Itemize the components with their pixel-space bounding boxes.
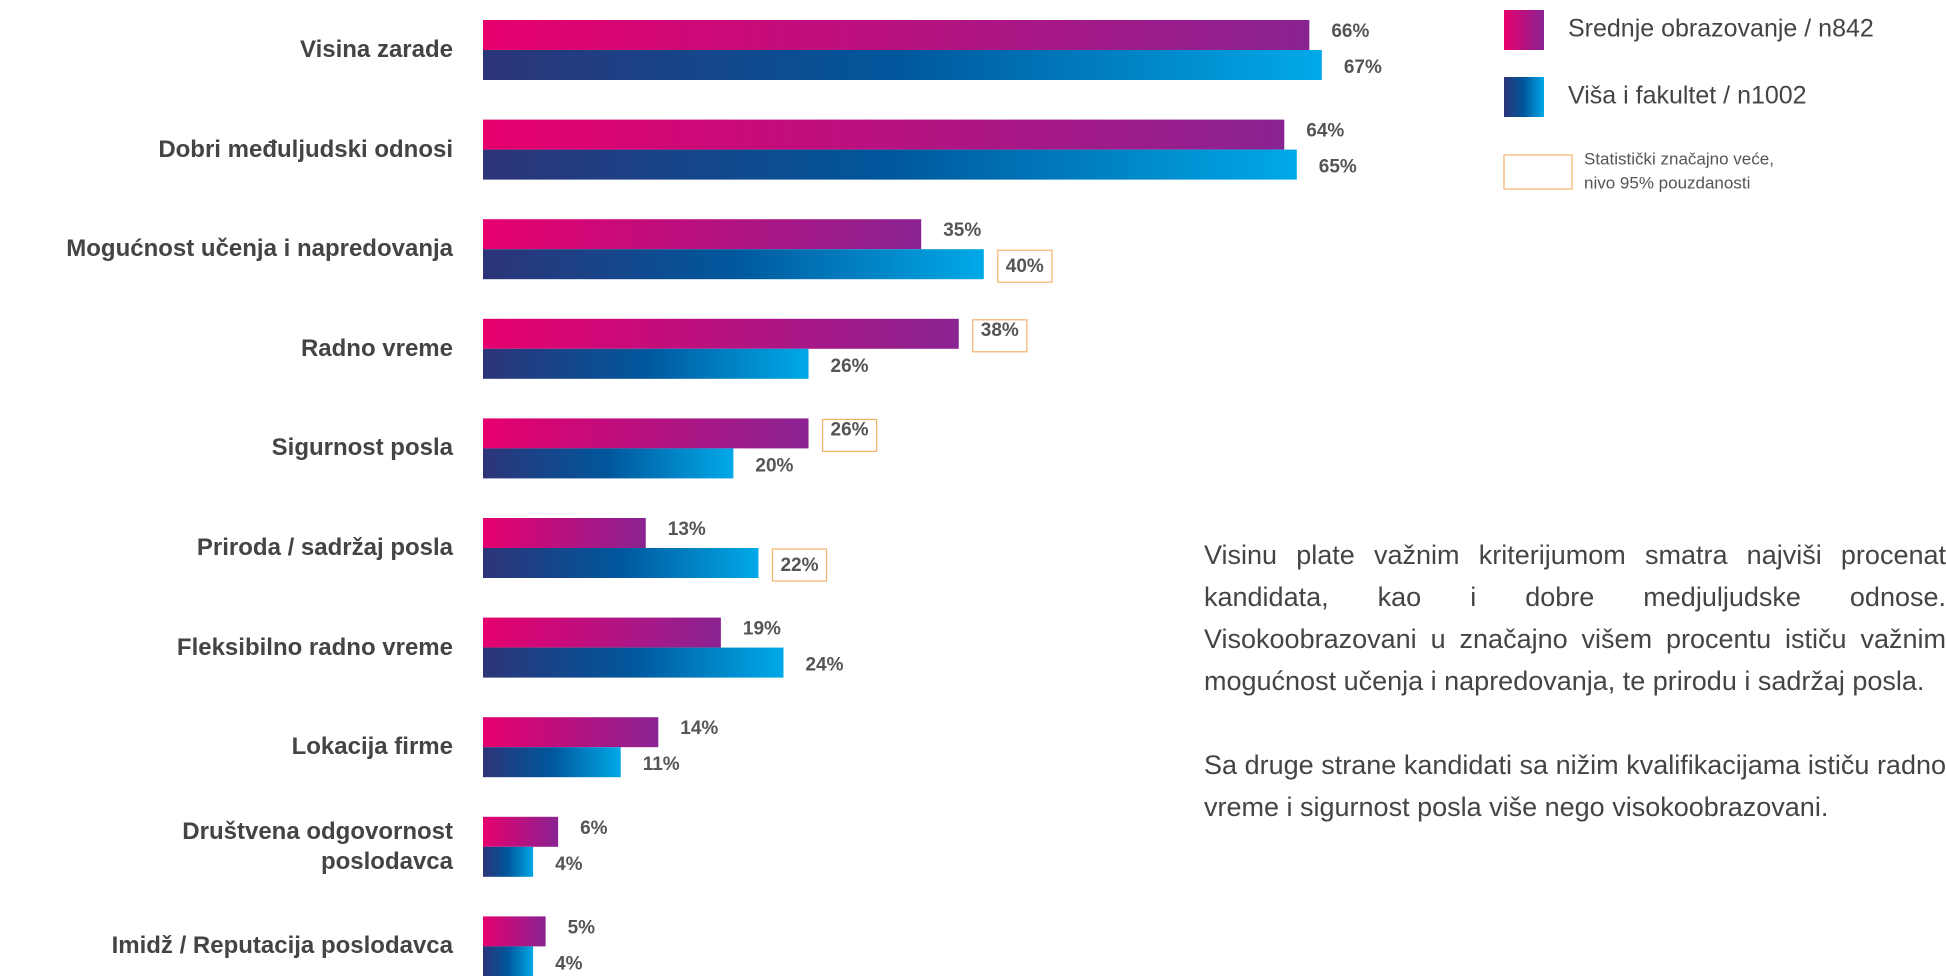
value-label: 22% [780, 555, 818, 576]
value-label: 64% [1306, 121, 1344, 142]
value-label: 67% [1344, 57, 1382, 78]
significance-box [771, 548, 828, 582]
bar [483, 617, 721, 648]
value-label: 14% [680, 718, 718, 739]
value-label: 20% [755, 455, 793, 476]
bar [483, 717, 659, 748]
category-label: Društvena odgovornost poslodavca [182, 817, 453, 875]
value-label: 35% [943, 220, 981, 241]
value-label: 19% [743, 619, 781, 640]
bar [483, 548, 759, 578]
value-label: 65% [1319, 157, 1357, 178]
bar [483, 647, 784, 678]
legend-note: nivo 95% pouzdanosti [1584, 173, 1750, 192]
value-label: 38% [981, 320, 1019, 341]
bar [483, 418, 809, 449]
value-label: 4% [555, 953, 583, 974]
bar [483, 747, 621, 778]
value-label: 24% [805, 655, 843, 676]
legend-label: Viša i fakultet / n1002 [1568, 82, 1807, 110]
category-label: Priroda / sadržaj posla [196, 534, 453, 561]
bar [483, 50, 1322, 80]
value-label: 26% [831, 419, 869, 440]
significance-box [821, 418, 878, 452]
bar [483, 916, 546, 947]
legend-swatch [1504, 10, 1544, 50]
value-label: 5% [568, 917, 596, 938]
category-label: Sigurnost posla [271, 434, 453, 462]
category-label: Mogućnost učenja i napredovanja [66, 235, 453, 263]
commentary: Visinu plate važnim kriterijumom smatra … [1204, 534, 1946, 870]
bar [483, 219, 922, 250]
bar [483, 816, 559, 847]
bar [483, 149, 1297, 180]
bar [483, 946, 534, 976]
bar [483, 846, 534, 877]
bar [483, 318, 959, 349]
value-label: 11% [643, 754, 680, 775]
bar [483, 348, 809, 379]
category-label: Dobri međuljudski odnosi [158, 135, 453, 163]
bar [483, 518, 646, 548]
significance-box [972, 319, 1028, 353]
value-label: 6% [580, 818, 608, 839]
value-label: 66% [1331, 21, 1369, 42]
value-label: 26% [831, 356, 869, 377]
legend-label: Srednje obrazovanje / n842 [1568, 15, 1874, 43]
paragraph: Visinu plate važnim kriterijumom smatra … [1204, 540, 1946, 696]
bar [483, 119, 1285, 150]
legend-note: Statistički značajno veće, [1584, 149, 1774, 168]
note-box [1503, 154, 1573, 190]
paragraph: Sa druge strane kandidati sa nižim kvali… [1204, 750, 1946, 822]
significance-box [997, 249, 1053, 283]
category-label: Imidž / Reputacija poslodavca [111, 932, 453, 960]
category-label: Fleksibilno radno vreme [176, 633, 453, 661]
bar [483, 20, 1310, 50]
category-label: Lokacija firme [291, 733, 453, 761]
value-label: 4% [555, 854, 583, 875]
legend-swatch [1504, 77, 1544, 117]
bar [483, 448, 734, 479]
category-label: Visina zarade [300, 36, 453, 63]
category-label: Radno vreme [300, 334, 453, 362]
bar [483, 249, 984, 280]
value-label: 40% [1006, 256, 1044, 277]
value-label: 13% [668, 519, 706, 540]
